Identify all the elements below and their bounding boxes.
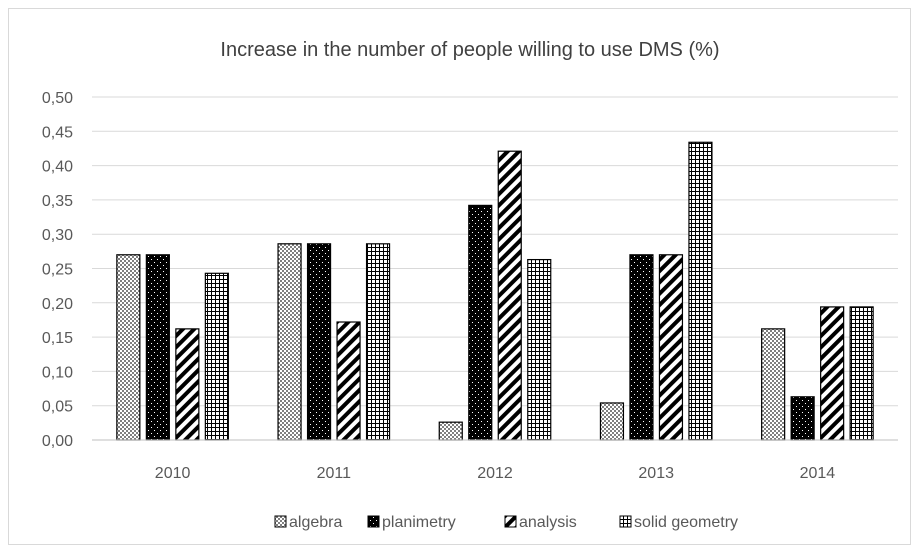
y-tick-label: 0,40 — [42, 159, 73, 176]
bar-algebra-2014 — [761, 328, 786, 441]
legend-swatch-analysis — [504, 515, 517, 528]
y-tick-label: 0,50 — [42, 90, 73, 107]
y-tick-label: 0,45 — [42, 124, 73, 141]
x-tick-label: 2013 — [638, 465, 674, 482]
bar-planimetry-2011 — [306, 243, 332, 441]
legend-label-analysis: analysis — [519, 514, 577, 531]
bar-analysis-2010 — [175, 328, 200, 441]
bar-analysis-2014 — [820, 306, 845, 441]
bar-solid-geometry-2011 — [365, 243, 391, 441]
y-tick-label: 0,05 — [42, 399, 73, 416]
bar-planimetry-2013 — [629, 254, 654, 441]
x-axis-ticks: 2010 2011 2012 2013 2014 — [155, 465, 835, 482]
bar-planimetry-2012 — [468, 204, 493, 441]
bar-planimetry-2014 — [790, 396, 815, 441]
bar-analysis-2013 — [658, 254, 684, 441]
bar-algebra-2013 — [599, 402, 625, 441]
y-tick-label: 0,15 — [42, 330, 73, 347]
bar-analysis-2011 — [336, 321, 361, 441]
y-tick-label: 0,20 — [42, 296, 73, 313]
bar-planimetry-2010 — [145, 254, 170, 441]
legend: algebra planimetry analysis solid geometry — [274, 514, 738, 531]
bars — [116, 141, 874, 441]
bar-algebra-2010 — [116, 254, 141, 441]
legend-label-solid-geometry: solid geometry — [634, 514, 738, 531]
y-tick-label: 0,25 — [42, 262, 73, 279]
y-tick-label: 0,00 — [42, 433, 73, 450]
y-tick-label: 0,35 — [42, 193, 73, 210]
y-axis-ticks: 0,00 0,05 0,10 0,15 0,20 0,25 0,30 0,35 0,40 0,45… — [42, 90, 73, 450]
x-tick-label: 2011 — [317, 465, 352, 482]
bar-solid-geometry-2012 — [527, 258, 552, 441]
bar-algebra-2011 — [277, 243, 302, 441]
legend-swatch-algebra — [274, 515, 287, 528]
legend-swatch-solid-geometry — [619, 515, 632, 528]
x-tick-label: 2010 — [155, 465, 191, 482]
bar-solid-geometry-2013 — [688, 141, 713, 441]
bar-algebra-2012 — [438, 421, 463, 441]
x-tick-label: 2012 — [477, 465, 513, 482]
bar-solid-geometry-2010 — [204, 272, 229, 441]
bar-solid-geometry-2014 — [849, 306, 874, 441]
y-tick-label: 0,10 — [42, 364, 73, 381]
legend-label-planimetry: planimetry — [382, 514, 456, 531]
legend-swatch-planimetry — [367, 515, 380, 528]
chart-title: Increase in the number of people willing… — [220, 39, 719, 61]
legend-label-algebra: algebra — [289, 514, 342, 531]
y-tick-label: 0,30 — [42, 227, 73, 244]
bar-analysis-2012 — [497, 150, 522, 441]
x-tick-label: 2014 — [800, 465, 836, 482]
